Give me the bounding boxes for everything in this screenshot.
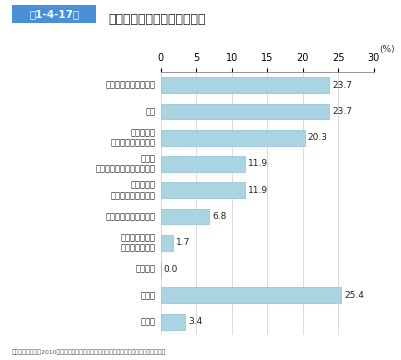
Text: （出典）内閣府（2010）「若者の意識に関する調査（ひきこもりに関する実態調査）」: （出典）内閣府（2010）「若者の意識に関する調査（ひきこもりに関する実態調査）… [12,349,166,355]
Text: 不登校
（小学校・中学校・高校）: 不登校 （小学校・中学校・高校） [95,154,155,174]
FancyBboxPatch shape [8,4,100,24]
Text: その他: その他 [140,291,155,300]
Text: 妊娠した: 妊娠した [135,265,155,274]
Bar [160,314,184,329]
Text: 病気: 病気 [145,107,155,116]
Text: 23.7: 23.7 [331,107,351,116]
Bar [160,104,328,119]
Text: 大学になじめなかった: 大学になじめなかった [105,212,155,221]
Text: ひきこもりになったきっかけ: ひきこもりになったきっかけ [108,13,206,26]
Text: 11.9: 11.9 [247,186,267,195]
Text: (%): (%) [379,45,394,54]
Text: 1.7: 1.7 [175,238,190,247]
Text: 無回答: 無回答 [140,317,155,326]
Bar [160,235,172,251]
Bar [160,209,209,224]
Text: 11.9: 11.9 [247,159,267,168]
Text: 23.7: 23.7 [331,81,351,90]
Text: 3.4: 3.4 [187,317,202,326]
Text: 人間関係が
うまくいかなかった: 人間関係が うまくいかなかった [110,181,155,200]
Bar [160,156,245,172]
Text: 職場になじめなかった: 職場になじめなかった [105,81,155,90]
Text: 就職活動が
うまくいかなかった: 就職活動が うまくいかなかった [110,128,155,147]
Text: 25.4: 25.4 [343,291,363,300]
Bar [160,183,245,198]
Text: 0.0: 0.0 [163,265,178,274]
Text: 6.8: 6.8 [211,212,226,221]
Bar [160,130,304,145]
Bar [160,288,340,303]
Text: 20.3: 20.3 [307,133,327,142]
Text: 受験に失敗した
（高校・大学）: 受験に失敗した （高校・大学） [120,233,155,252]
Bar [160,77,328,93]
Text: 第1-4-17図: 第1-4-17図 [29,9,79,19]
